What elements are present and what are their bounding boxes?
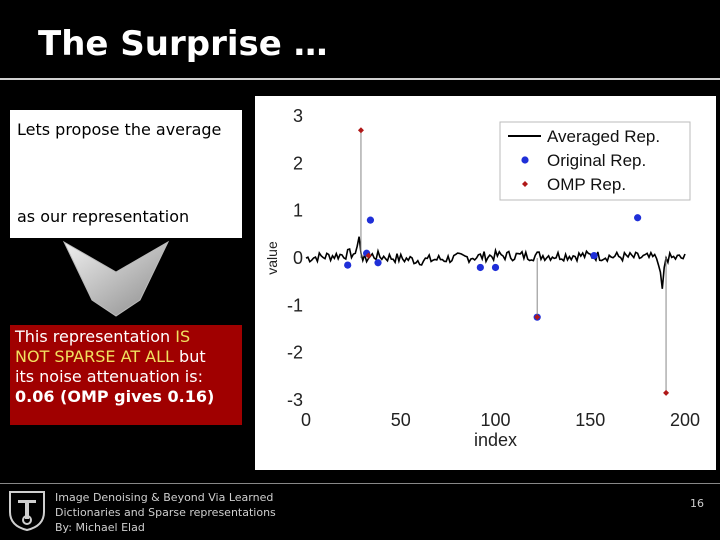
original-rep-point — [344, 261, 352, 269]
slide-title: The Surprise … — [38, 24, 328, 64]
y-tick-label: -1 — [287, 295, 303, 315]
legend-dot-swatch — [521, 156, 529, 164]
y-tick-label: 0 — [293, 248, 303, 268]
footer-divider — [0, 483, 720, 484]
plot-panel: value 3 2 1 0 -1 -2 -3 0 50 100 150 200 index Avera… — [255, 96, 716, 470]
x-tick-label: 0 — [301, 410, 311, 430]
original-rep-point — [634, 214, 642, 222]
x-tick-label: 200 — [670, 410, 700, 430]
legend-entry-label: Averaged Rep. — [547, 127, 660, 146]
title-divider — [0, 78, 720, 80]
omp-rep-point — [663, 389, 670, 396]
x-tick-label: 150 — [575, 410, 605, 430]
legend-diamond-swatch — [522, 181, 528, 187]
university-logo-icon — [9, 491, 45, 532]
y-tick-label: 1 — [293, 201, 303, 221]
desc-line3: its noise attenuation is: — [15, 367, 203, 386]
averaged-rep-line — [305, 236, 686, 289]
x-tick-label: 50 — [391, 410, 411, 430]
page-number: 16 — [690, 497, 704, 510]
original-rep-point — [590, 252, 598, 260]
conclusion-text: This representation IS NOT SPARSE AT ALL… — [15, 327, 240, 407]
conclusion-box: This representation IS NOT SPARSE AT ALL… — [10, 325, 242, 425]
desc-line2b: but — [173, 347, 206, 366]
proposal-line-1: Lets propose the average — [17, 120, 222, 139]
y-tick-label: 2 — [293, 153, 303, 173]
y-tick-label: -2 — [287, 343, 303, 363]
desc-line1b: IS — [175, 327, 191, 346]
y-tick-label: -3 — [287, 390, 303, 410]
proposal-line-2: as our representation — [17, 207, 190, 226]
proposal-box: Lets propose the average as our represen… — [10, 110, 242, 238]
x-axis-label: index — [474, 430, 517, 450]
legend-entry-label: Original Rep. — [547, 151, 646, 170]
footer-line-1: Image Denoising & Beyond Via Learned — [55, 491, 274, 504]
original-rep-point — [491, 263, 500, 272]
omp-rep-point — [534, 314, 541, 321]
y-axis-label: value — [264, 241, 280, 275]
footer-credits: Image Denoising & Beyond Via Learned Dic… — [55, 490, 276, 535]
representation-plot: value 3 2 1 0 -1 -2 -3 0 50 100 150 200 index Avera… — [264, 106, 700, 450]
y-tick-label: 3 — [293, 106, 303, 126]
desc-line1a: This representation — [15, 327, 176, 346]
footer-line-2: Dictionaries and Sparse representations — [55, 506, 276, 519]
footer-line-3: By: Michael Elad — [55, 521, 145, 534]
omp-rep-point — [357, 127, 364, 134]
x-tick-label: 100 — [480, 410, 510, 430]
legend-entry-label: OMP Rep. — [547, 175, 626, 194]
omp-rep-point — [365, 252, 372, 259]
down-arrow-icon — [62, 240, 170, 317]
original-rep-point — [374, 259, 382, 267]
desc-line2a: NOT SPARSE AT ALL — [15, 347, 174, 366]
desc-line4: 0.06 (OMP gives 0.16) — [15, 387, 215, 406]
original-rep-point — [366, 216, 375, 224]
original-rep-point — [476, 263, 484, 272]
